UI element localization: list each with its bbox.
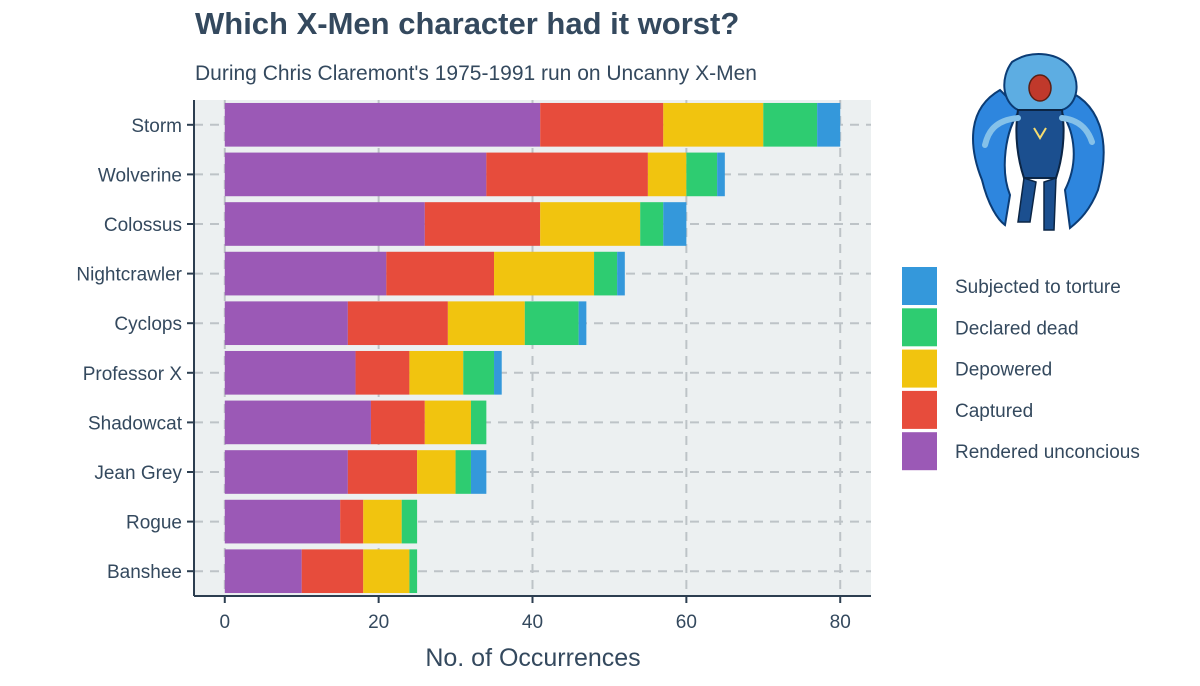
bar-segment [409,350,464,395]
bar-segment [494,251,595,296]
bar-segment [224,400,371,445]
bar-segment [617,251,625,296]
legend: Subjected to torture Declared dead Depower… [902,267,1140,471]
bar-segment [424,400,471,445]
bar-segment [494,350,502,395]
y-tick-label: Rogue [126,513,182,534]
x-axis-title: No. of Occurrences [425,644,640,672]
bar-segment [363,549,410,594]
bar-segment [817,102,841,147]
legend-key [902,390,937,429]
bar-segment [224,499,341,544]
bar-segment [540,102,664,147]
bar-segment [686,152,718,197]
ticks: 0 20 40 60 80 Storm Wolverine Colossus Nightcraw… [76,116,850,633]
bar-segment [363,499,402,544]
bar-segment [594,251,618,296]
bar-segment [224,251,387,296]
bar-segment [447,301,525,346]
bar-segment [224,301,348,346]
storm-character-icon [972,53,1105,231]
bar-segment [540,202,641,246]
y-tick-label: Shadowcat [88,413,183,434]
chart-title: Which X-Men character had it worst? [195,6,740,41]
y-tick-label: Storm [131,116,182,137]
bar-segment [340,499,364,544]
bar-segment [663,202,687,246]
legend-label: Subjected to torture [955,277,1121,298]
bar-segment [470,450,487,494]
legend-label: Declared dead [955,318,1079,339]
legend-label: Rendered unconcious [955,442,1140,463]
legend-label: Depowered [955,360,1052,381]
bar-segment [417,450,456,494]
bar-segment [224,202,425,246]
bar-segment [224,350,356,395]
legend-key [902,349,937,388]
bar-segment [578,301,587,346]
bar-segment [640,202,664,246]
y-tick-label: Nightcrawler [76,265,182,286]
bar-segment [370,400,425,445]
chart-subtitle: During Chris Claremont's 1975-1991 run o… [195,62,757,85]
bar-segment [347,301,448,346]
bar-segment [486,152,648,197]
bar-segment [409,549,418,594]
bar-segment [224,450,348,494]
bars [224,102,841,594]
bar-segment [455,450,471,494]
x-tick-label: 0 [219,612,230,633]
bar-segment [224,152,487,197]
y-tick-label: Colossus [104,215,182,236]
bar-segment [386,251,495,296]
y-tick-label: Banshee [107,562,182,583]
bar-segment [463,350,495,395]
bar-segment [347,450,418,494]
bar-segment [763,102,818,147]
bar-segment [301,549,364,594]
bar-segment [224,549,302,594]
bar-segment [224,102,541,147]
y-tick-label: Jean Grey [94,463,182,484]
y-tick-label: Cyclops [114,314,182,335]
legend-key [902,308,937,347]
y-tick-label: Professor X [83,364,183,385]
bar-segment [663,102,764,147]
bar-segment [647,152,687,197]
x-tick-label: 60 [676,612,697,633]
legend-label: Captured [955,401,1033,422]
bar-segment [524,301,579,346]
legend-key [902,432,937,471]
x-tick-label: 40 [522,612,543,633]
bar-segment [401,499,418,544]
bar-segment [355,350,410,395]
x-tick-label: 80 [830,612,851,633]
bar-segment [470,400,487,445]
bar-segment [717,152,725,197]
y-tick-label: Wolverine [98,165,182,186]
x-tick-label: 20 [368,612,389,633]
bar-segment [424,202,541,246]
legend-key [902,267,937,305]
